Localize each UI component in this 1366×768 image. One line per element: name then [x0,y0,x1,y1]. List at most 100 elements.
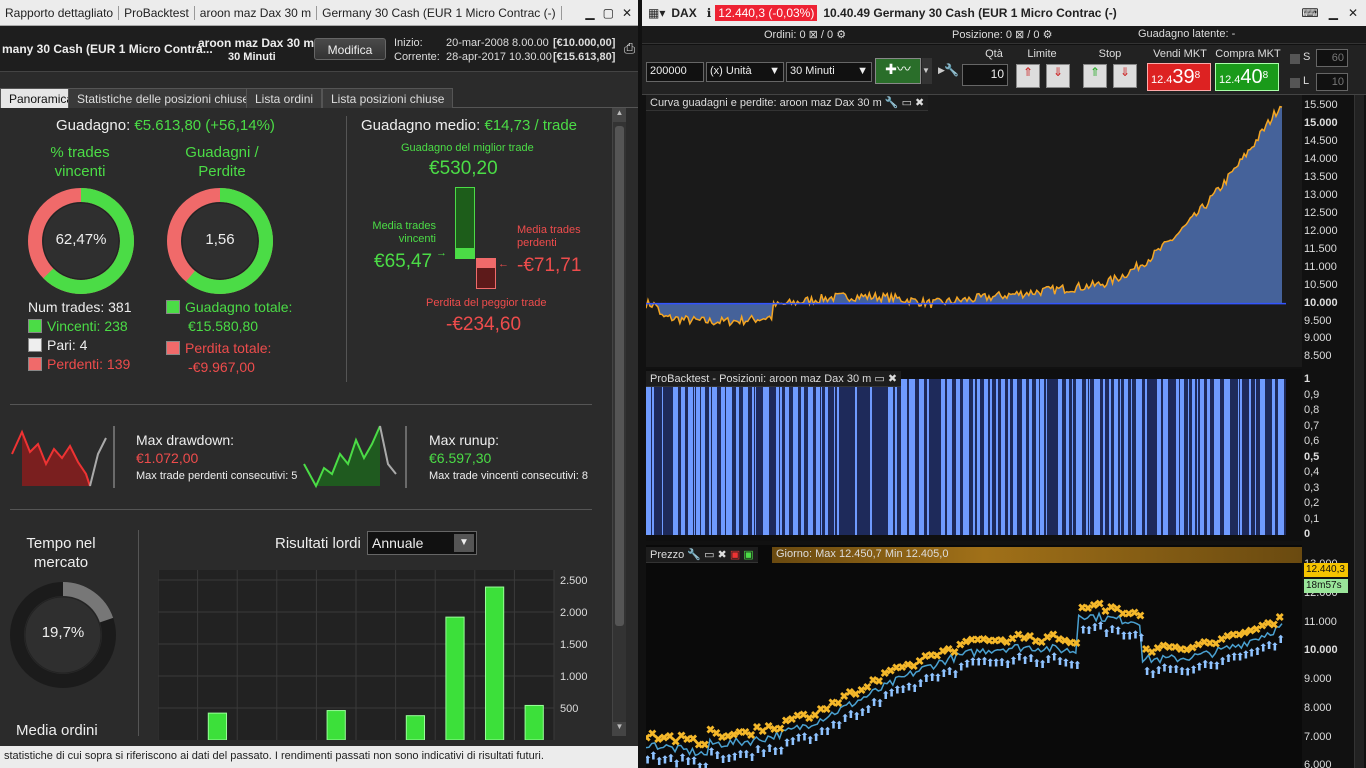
tim-ring-value [10,582,116,688]
modify-button[interactable]: Modifica [314,38,386,60]
window-icon[interactable]: ▭ [874,373,885,385]
buy-marker: ⬆ [870,697,879,709]
limit-sell-icon[interactable]: ⇓ [1046,64,1070,88]
breadcrumb-instrument[interactable]: Germany 30 Cash (EUR 1 Micro Contrac (-) [317,5,562,20]
buy-marker: ⬆ [788,736,797,748]
s-input[interactable]: 60 [1316,49,1348,67]
limit-buy-icon[interactable]: ⇑ [1016,64,1040,88]
chevron-down-icon[interactable]: ▼ [769,65,780,77]
close-icon[interactable]: ✖ [887,373,898,385]
positions-axis-tick: 0 [1304,528,1311,540]
breadcrumb-report[interactable]: Rapporto dettagliato [0,5,120,20]
position-bar [919,379,924,535]
wrench-icon[interactable]: 🔧 [687,549,702,561]
max-dd-label: Max drawdown: [136,432,235,448]
buy-market-button[interactable]: 12.4408 [1215,63,1279,91]
close-icon[interactable]: ✖ [717,549,727,561]
buy-marker: ⬆ [1096,620,1105,632]
sell-marker: ✖ [706,724,715,736]
minimize-icon[interactable]: ▁ [585,5,595,20]
wrench-icon[interactable]: 🔧 [944,63,959,77]
close-icon[interactable]: ✕ [621,5,632,20]
orders-gear-icon[interactable]: ⚙ [836,29,847,41]
wrench-icon[interactable]: 🔧 [884,97,899,109]
position-toggle-icon[interactable]: ⊠ [1015,29,1025,41]
keyboard-icon[interactable]: ⌨ [1301,6,1319,20]
expand-icon[interactable]: ▶ [938,65,945,75]
buy-marker: ⬆ [835,720,844,732]
s-checkbox[interactable] [1290,54,1300,64]
units-type-select[interactable]: (x) Unità ▼ [706,62,784,82]
window-icon[interactable]: ▭ [704,549,715,561]
stop-label: Stop [1098,48,1122,60]
qty-input[interactable]: 10 [962,64,1008,86]
start-label: Inizio: [394,37,423,49]
sell-marker: ✖ [665,731,674,743]
orders-toggle-icon[interactable]: ⊠ [808,29,818,41]
close-icon[interactable]: ✖ [915,97,925,109]
window-icon[interactable]: ▭ [901,97,912,109]
sell-marker: ✖ [735,727,744,739]
scroll-down-icon[interactable]: ▼ [613,722,626,736]
position-bar [1255,379,1256,535]
scroll-up-icon[interactable]: ▲ [613,108,626,122]
maximize-icon[interactable]: ▢ [602,5,614,20]
stop-sell-icon[interactable]: ⇓ [1113,64,1137,88]
breadcrumb-probacktest[interactable]: ProBacktest [119,5,195,20]
runup-line [303,425,381,489]
stop-buy-icon[interactable]: ⇑ [1083,64,1107,88]
print-icon[interactable]: ⎙ [624,40,636,56]
buy-marker: ⬆ [646,755,652,767]
gain-label: Guadagno: [56,117,131,134]
tab-statistiche[interactable]: Statistiche delle posizioni chiuse [68,88,259,108]
buy-marker: ⬆ [684,756,693,768]
runup-sparkline [303,425,407,489]
latent-status: Guadagno latente: - [1138,28,1235,40]
chevron-down-icon[interactable]: ▼ [857,65,868,77]
sell-market-button[interactable]: 12.4398 [1147,63,1211,91]
avg-win-label: Media trades vincenti [366,220,436,246]
max-consec-win: Max trade vincenti consecutivi: 8 [429,470,588,482]
instrument-ticker[interactable]: DAX [671,6,697,20]
sell-marker: ✖ [1171,642,1180,654]
l-input[interactable]: 10 [1316,73,1348,91]
add-icon[interactable]: ▣ [743,549,754,561]
units-input[interactable]: 200000 [646,62,704,82]
results-period-select[interactable]: Annuale ▼ [367,531,477,555]
l-checkbox[interactable] [1290,78,1300,88]
breadcrumb-system[interactable]: aroon maz Dax 30 m [195,5,318,20]
results-bar [445,616,465,740]
position-gear-icon[interactable]: ⚙ [1042,29,1053,41]
position-bar [1046,379,1047,535]
indicator-tool-icon[interactable]: ✚〰 [875,58,921,84]
buy-marker: ⬆ [1038,659,1047,671]
sell-marker: ✖ [938,646,947,658]
buy-marker: ⬆ [1154,665,1163,677]
buy-marker: ⬆ [945,666,954,678]
buy-marker: ⬆ [695,761,704,768]
divider-1 [10,404,592,405]
close-icon[interactable]: ✕ [1347,6,1358,20]
report-scrollbar[interactable]: ▲ ▼ [612,108,626,736]
scroll-thumb[interactable] [615,126,624,626]
chevron-down-icon[interactable]: ▼ [922,58,932,84]
report-info-bar: many 30 Cash (EUR 1 Micro Contra... aroo… [0,26,638,72]
right-scrollbar[interactable] [1354,95,1364,768]
buy-marker: ⬆ [1026,653,1035,665]
timeframe-select[interactable]: 30 Minuti ▼ [786,62,872,82]
chevron-down-icon[interactable]: ▼ [454,534,474,552]
info-icon[interactable]: ℹ [706,6,712,20]
gl-title-line1: Guadagni / [185,144,259,161]
minimize-icon[interactable]: ▁ [1328,6,1338,20]
layout-icon[interactable]: ▦▾ [648,6,666,20]
tab-lista-posizioni[interactable]: Lista posizioni chiuse [322,88,454,108]
equity-axis-tick: 8.500 [1304,350,1332,363]
tab-lista-ordini[interactable]: Lista ordini [246,88,323,108]
sell-marker: ✖ [1060,636,1069,648]
tab-panoramica[interactable]: Panoramica [0,88,83,108]
buy-marker: ⬆ [1044,654,1053,666]
buy-marker: ⬆ [1021,655,1030,667]
sell-marker: ✖ [956,639,965,651]
gain-summary: Guadagno: €5.613,80 (+56,14%) [56,117,275,134]
delete-icon[interactable]: ▣ [729,549,741,561]
